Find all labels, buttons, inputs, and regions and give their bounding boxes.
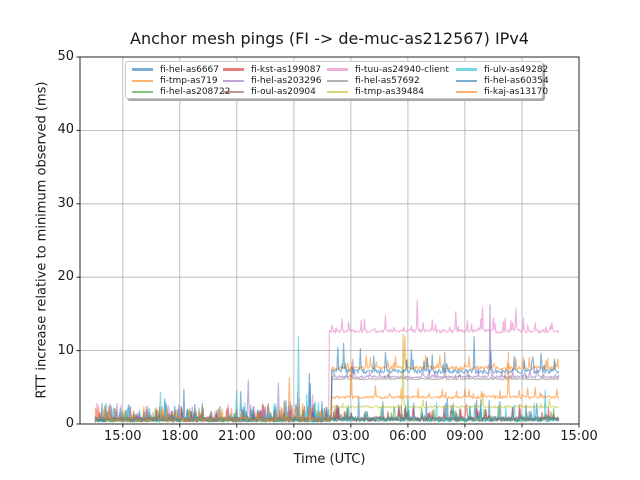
x-tick-label: 06:00 (389, 429, 427, 444)
axes-spines (79, 56, 580, 425)
legend-item: fi-tuu-as24940-client (327, 64, 449, 75)
legend-swatch-fi-hel-as60354 (456, 79, 477, 83)
legend-column: fi-ulv-as49282 fi-hel-as60354 fi-kaj-as131… (456, 64, 549, 98)
legend-label: fi-kst-as199087 (251, 64, 322, 75)
y-tick-label: 0 (65, 416, 74, 431)
x-tick-label: 09:00 (446, 429, 484, 444)
legend-label: fi-hel-as6667 (160, 64, 220, 75)
legend-label: fi-hel-as57692 (355, 75, 420, 86)
legend-swatch-fi-hel-as57692 (327, 79, 348, 83)
legend-label: fi-oul-as20904 (251, 87, 316, 98)
x-tick-label: 18:00 (161, 429, 199, 444)
legend-swatch-fi-hel-as208722 (132, 91, 153, 94)
legend-swatch-fi-hel-as203296 (223, 79, 244, 83)
legend-item: fi-hel-as57692 (327, 75, 449, 86)
legend-swatch-fi-tuu-as24940-client (327, 68, 348, 71)
legend-item: fi-oul-as20904 (223, 87, 321, 98)
legend-column: fi-tuu-as24940-client fi-hel-as57692 fi-tm… (327, 64, 449, 98)
legend-item: fi-kst-as199087 (223, 64, 321, 75)
legend-label: fi-kaj-as13170 (484, 87, 549, 98)
legend-label: fi-hel-as208722 (160, 87, 231, 98)
legend-item: fi-tmp-as39484 (327, 87, 449, 98)
legend-label: fi-tmp-as39484 (355, 87, 425, 98)
x-tick-label: 12:00 (503, 429, 541, 444)
legend-label: fi-hel-as203296 (251, 75, 322, 86)
legend-item: fi-tmp-as719 (132, 75, 230, 86)
x-tick-label: 21:00 (218, 429, 256, 444)
legend-item: fi-hel-as60354 (456, 75, 549, 86)
series-line-fi-kaj-as13170 (94, 351, 560, 422)
y-tick-label: 30 (57, 195, 74, 211)
y-tick-label: 40 (57, 122, 74, 138)
legend-item: fi-hel-as203296 (223, 75, 321, 86)
x-tick-label: 00:00 (275, 429, 313, 444)
legend-column: fi-kst-as199087 fi-hel-as203296 fi-oul-as2… (223, 64, 321, 98)
y-tick-label: 10 (57, 342, 74, 358)
x-tick-label: 15:00 (104, 429, 142, 444)
legend-swatch-fi-tmp-as39484 (327, 91, 348, 94)
chart-title: Anchor mesh pings (FI -> de-muc-as212567… (130, 29, 529, 48)
legend-item: fi-kaj-as13170 (456, 87, 549, 98)
legend-swatch-fi-hel-as6667 (132, 68, 153, 71)
legend-column: fi-hel-as6667 fi-tmp-as719 fi-hel-as208722 (132, 64, 230, 98)
series-lines (94, 299, 560, 423)
y-tick-label: 20 (57, 269, 74, 285)
legend-item: fi-ulv-as49282 (456, 64, 549, 75)
legend-swatch-fi-ulv-as49282 (456, 68, 477, 71)
x-tick-label: 15:00 (560, 429, 598, 444)
legend-label: fi-hel-as60354 (484, 75, 549, 86)
legend: fi-hel-as6667 fi-tmp-as719 fi-hel-as208722… (125, 61, 549, 99)
legend-swatch-fi-tmp-as719 (132, 79, 153, 83)
axes-frame (79, 56, 580, 425)
legend-swatch-fi-oul-as20904 (223, 91, 244, 94)
x-tick-label: 03:00 (332, 429, 370, 444)
y-tick-label: 50 (57, 49, 74, 64)
tick-marks (76, 56, 580, 428)
legend-item: fi-hel-as6667 (132, 64, 230, 75)
tick-marks-path (76, 56, 580, 428)
legend-label: fi-ulv-as49282 (484, 64, 549, 75)
legend-item: fi-hel-as208722 (132, 87, 230, 98)
x-axis-label: Time (UTC) (293, 452, 366, 467)
legend-label: fi-tmp-as719 (160, 75, 218, 86)
legend-label: fi-tuu-as24940-client (355, 64, 449, 75)
legend-swatch-fi-kaj-as13170 (456, 91, 477, 94)
legend-swatch-fi-kst-as199087 (223, 68, 244, 71)
